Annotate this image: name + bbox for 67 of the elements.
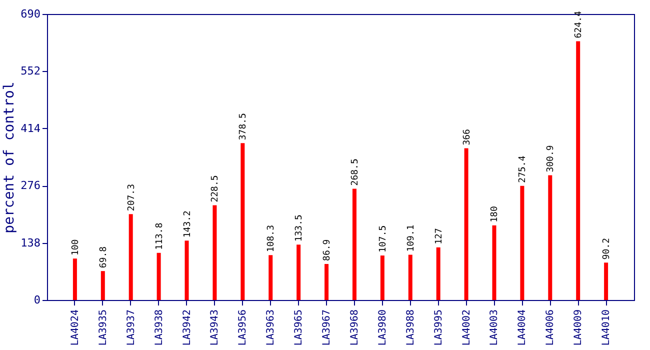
data-label: 228.5 <box>210 175 221 202</box>
x-tick-label: LA4009 <box>573 310 584 346</box>
x-tick-label: LA3943 <box>210 310 221 346</box>
x-tick-label: LA3968 <box>349 310 360 346</box>
data-label: 107.5 <box>378 225 388 252</box>
x-tick-label: LA3935 <box>98 310 109 346</box>
bar <box>100 271 105 300</box>
data-label: 109.1 <box>406 224 416 252</box>
x-tick-label: LA4002 <box>461 310 472 346</box>
data-label: 113.8 <box>154 222 165 250</box>
y-tick-label: 552 <box>20 64 40 78</box>
bar <box>520 186 524 300</box>
data-label: 180 <box>490 206 500 222</box>
bar <box>72 258 77 300</box>
bar <box>268 255 273 300</box>
data-label: 366 <box>462 129 472 146</box>
x-tick-label: LA3965 <box>294 310 305 346</box>
data-label: 275.4 <box>518 156 528 183</box>
x-tick-label: LA3938 <box>154 310 165 346</box>
x-tick-label: LA4004 <box>517 310 528 346</box>
bar <box>436 247 440 300</box>
x-tick-label: LA3956 <box>238 310 249 346</box>
data-label: 143.2 <box>182 210 193 238</box>
y-tick-label: 414 <box>20 122 41 135</box>
bar <box>128 214 133 300</box>
data-label: 207.3 <box>126 184 137 212</box>
bar <box>548 175 552 300</box>
x-tick-label: LA4024 <box>70 310 81 346</box>
bar <box>352 188 356 300</box>
bar <box>576 41 580 300</box>
x-tick-label: LA3942 <box>182 310 193 346</box>
y-axis-title: percent of control <box>2 82 18 234</box>
bar <box>380 255 384 300</box>
bar <box>212 205 217 300</box>
x-tick-label: LA3988 <box>405 310 416 346</box>
x-tick-label: LA4003 <box>489 310 500 346</box>
bar <box>240 143 245 300</box>
x-tick-label: LA3980 <box>377 310 388 346</box>
data-label: 69.8 <box>98 246 109 268</box>
data-label: 133.5 <box>294 214 305 242</box>
bar <box>604 262 608 300</box>
data-label: 127 <box>434 228 444 244</box>
bar <box>156 252 161 300</box>
data-label: 378.5 <box>238 113 249 140</box>
data-label: 86.9 <box>322 239 333 261</box>
x-tick-label: LA3995 <box>433 310 444 346</box>
data-label: 100 <box>70 239 81 256</box>
x-tick-label: LA4006 <box>545 310 556 346</box>
y-tick-label: 0 <box>34 294 40 306</box>
y-tick-label: 276 <box>20 179 40 192</box>
data-label: 300.9 <box>546 145 556 172</box>
data-label: 268.5 <box>350 158 360 186</box>
bar <box>324 264 329 300</box>
x-tick-label: LA4010 <box>601 310 612 346</box>
bar <box>296 244 301 300</box>
bar <box>492 225 496 300</box>
y-tick-label: 138 <box>20 236 40 250</box>
bar <box>464 148 468 300</box>
x-tick-label: LA3937 <box>126 310 137 346</box>
bar <box>184 240 189 300</box>
bar <box>408 254 412 300</box>
data-label: 108.3 <box>266 225 277 252</box>
x-tick-label: LA3963 <box>266 310 277 346</box>
data-label: 624.4 <box>574 11 584 38</box>
data-label: 90.2 <box>602 238 612 260</box>
y-tick-label: 690 <box>20 8 40 20</box>
x-tick-label: LA3967 <box>322 310 333 346</box>
